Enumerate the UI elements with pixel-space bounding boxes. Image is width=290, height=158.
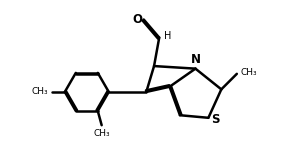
Text: H: H [164, 31, 172, 41]
Text: S: S [211, 113, 220, 126]
Text: CH₃: CH₃ [31, 87, 48, 96]
Text: CH₃: CH₃ [241, 68, 257, 77]
Text: N: N [191, 53, 200, 66]
Text: CH₃: CH₃ [93, 129, 110, 138]
Text: O: O [133, 13, 142, 26]
